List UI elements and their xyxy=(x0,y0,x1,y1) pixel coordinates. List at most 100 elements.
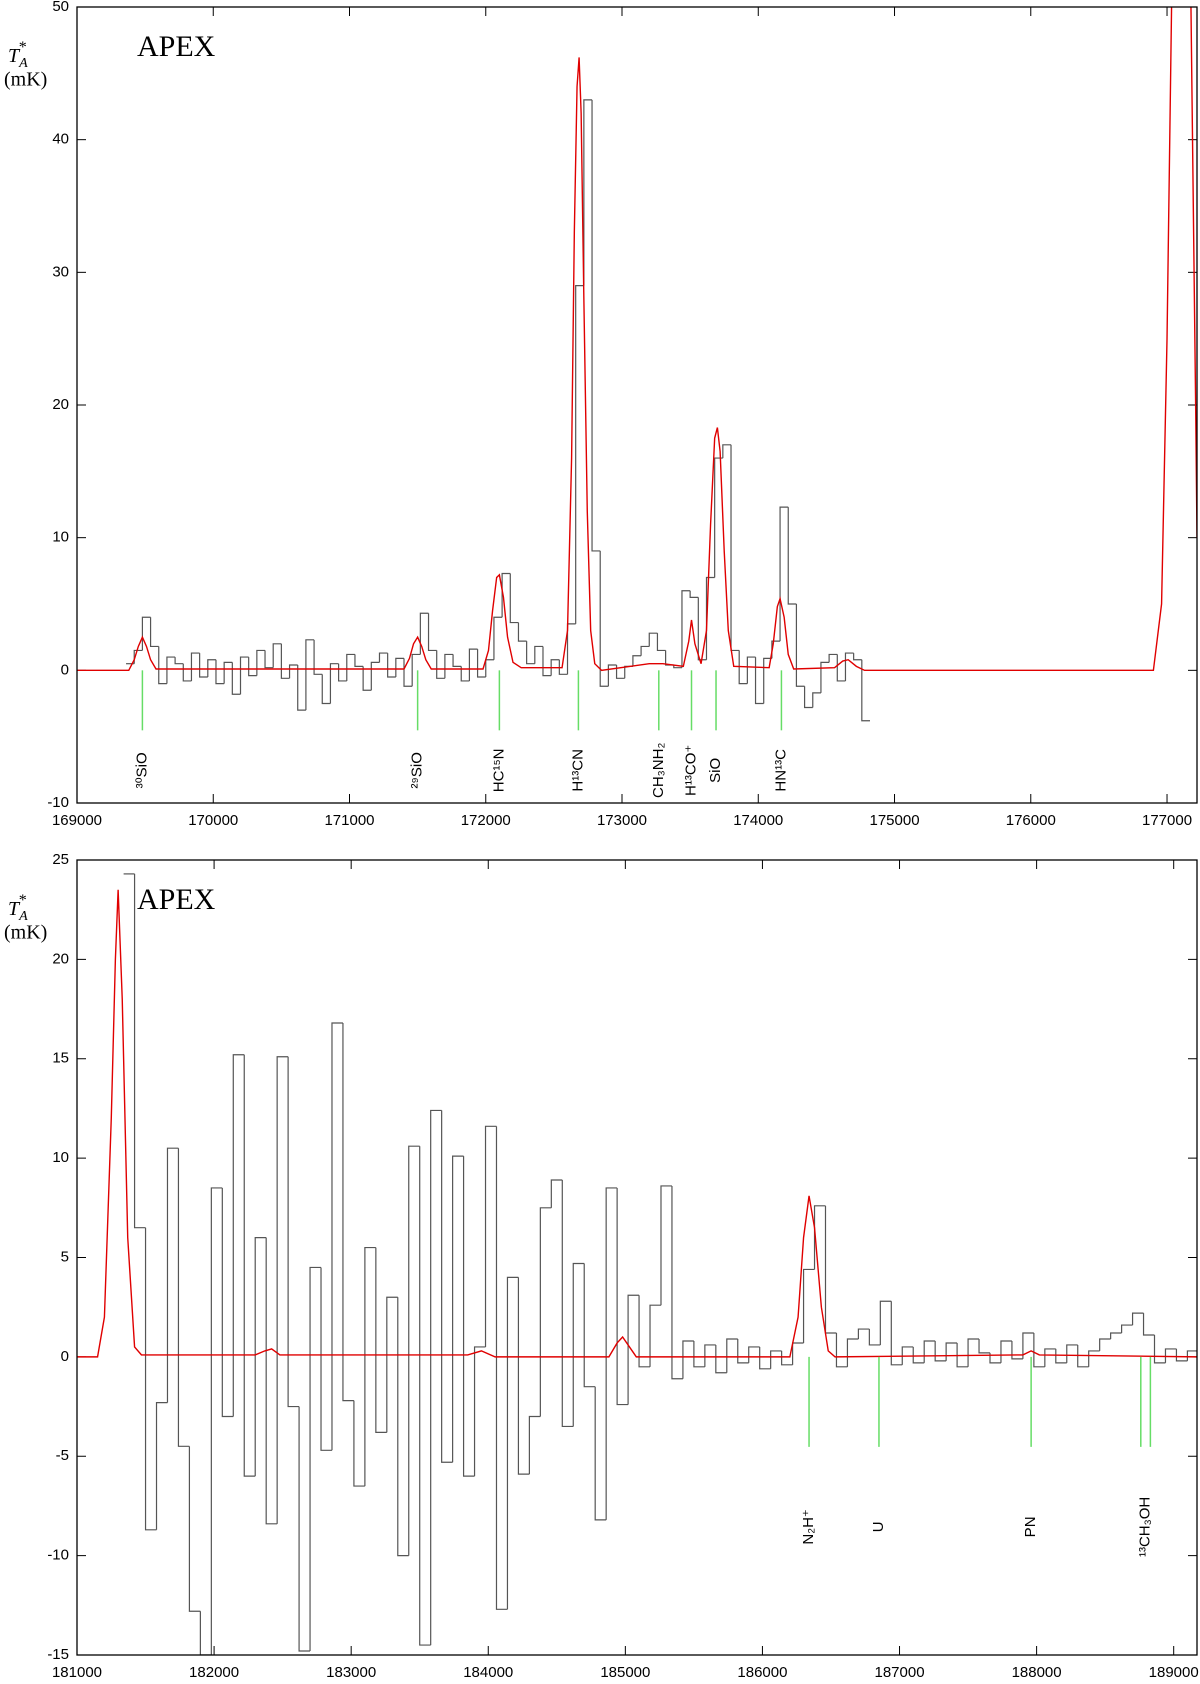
x-tick-label: 170000 xyxy=(188,812,238,829)
observed-bin xyxy=(820,661,830,693)
observed-bin xyxy=(485,659,494,677)
observed-bin xyxy=(615,665,625,679)
observed-bin xyxy=(689,590,699,598)
observed-bin xyxy=(353,1400,365,1487)
panel: -15 -10 -5 0 5 10 15 20 25 181000 182000 183000 1840… xyxy=(4,851,1199,1681)
observed-bin xyxy=(387,653,396,678)
observed-bin xyxy=(158,646,167,685)
observed-bin xyxy=(239,656,249,695)
observed-bin xyxy=(813,1205,826,1270)
observed-bin xyxy=(338,663,347,682)
observed-bin xyxy=(812,692,821,708)
y-tick-label: 25 xyxy=(52,851,69,868)
observed-bin xyxy=(846,1338,859,1367)
observed-bin xyxy=(354,654,364,667)
observed-bin xyxy=(427,613,437,652)
observed-bin xyxy=(182,663,192,682)
observed-bin xyxy=(386,1296,398,1433)
observed-bin xyxy=(166,656,176,684)
observed-bin xyxy=(978,1338,990,1354)
observed-bin xyxy=(517,622,527,642)
observed-bin xyxy=(616,1187,629,1406)
observed-bin xyxy=(1175,1348,1188,1362)
observed-bin xyxy=(890,1301,903,1366)
y-tick-label: 20 xyxy=(52,950,69,967)
plot-area xyxy=(77,7,1197,722)
observed-bin xyxy=(364,1246,376,1487)
observed-bin xyxy=(934,1340,947,1362)
observed-bin xyxy=(566,623,576,675)
observed-bin xyxy=(795,604,805,687)
observed-bin xyxy=(419,612,429,655)
y-tick-label: -10 xyxy=(47,794,69,811)
observed-bin xyxy=(835,1333,848,1368)
observed-bin xyxy=(473,1346,486,1477)
y-tick-label: 10 xyxy=(52,529,69,546)
observed-bin xyxy=(149,617,159,648)
x-tick-label: 182000 xyxy=(189,1664,239,1681)
x-tick-label: 187000 xyxy=(874,1664,924,1681)
observed-bin xyxy=(395,657,405,677)
observed-bin xyxy=(1142,1313,1155,1336)
observed-bin xyxy=(738,650,748,685)
x-tick-label: 184000 xyxy=(463,1664,513,1681)
y-tick-label: 0 xyxy=(61,661,69,678)
line-label: PN xyxy=(1022,1516,1039,1537)
observed-bin xyxy=(868,1329,881,1346)
observed-bin xyxy=(305,639,315,711)
observed-bin xyxy=(1121,1324,1133,1334)
observed-bin xyxy=(583,99,593,286)
x-tick-label: 173000 xyxy=(597,812,647,829)
observed-bin xyxy=(476,649,486,678)
x-tick-label: 183000 xyxy=(326,1664,376,1681)
observed-bin xyxy=(320,1267,332,1451)
x-tick-label: 188000 xyxy=(1012,1664,1062,1681)
y-tick-label: 10 xyxy=(52,1149,69,1166)
observed-bin xyxy=(673,665,682,669)
observed-bin xyxy=(419,1146,431,1646)
observed-bin xyxy=(411,653,421,687)
observed-bin xyxy=(288,664,298,679)
observed-bin xyxy=(715,1344,727,1374)
observed-bin xyxy=(550,659,560,676)
line-label: N₂H⁺ xyxy=(800,1509,817,1544)
y-tick-label: 5 xyxy=(61,1248,69,1265)
observed-bin xyxy=(526,641,535,665)
observed-bin xyxy=(754,657,764,705)
y-tick-label: 20 xyxy=(52,396,69,413)
observed-bin xyxy=(210,1187,223,1655)
observed-bin xyxy=(141,616,151,651)
observed-bin xyxy=(923,1340,936,1363)
observed-bin xyxy=(248,657,257,677)
observed-bin xyxy=(844,652,854,681)
y-label-symbol: T xyxy=(8,898,21,920)
observed-bin xyxy=(462,1156,475,1477)
observed-bin xyxy=(1131,1312,1144,1326)
observed-bin xyxy=(408,1145,420,1556)
observed-bin xyxy=(945,1342,958,1361)
observed-bin xyxy=(362,666,372,691)
observed-bin xyxy=(649,1304,661,1367)
observed-bin xyxy=(824,1205,837,1334)
y-tick-label: 30 xyxy=(52,263,69,280)
observed-bin xyxy=(231,662,241,695)
observed-bin xyxy=(342,1022,354,1402)
x-tick-label: 171000 xyxy=(324,812,374,829)
observed-bin xyxy=(901,1346,914,1365)
observed-bin xyxy=(534,645,543,664)
observed-bin xyxy=(501,572,511,618)
x-tick-label: 174000 xyxy=(733,812,783,829)
observed-bin xyxy=(287,1056,300,1408)
observed-bin xyxy=(272,643,282,668)
observed-bin xyxy=(280,643,290,679)
observed-bin xyxy=(648,632,658,647)
observed-bin xyxy=(199,1611,212,1655)
observed-bin xyxy=(853,653,862,661)
observed-bin xyxy=(1055,1348,1067,1364)
observed-bin xyxy=(1110,1332,1122,1339)
x-tick-label: 189000 xyxy=(1149,1664,1199,1681)
observed-bin xyxy=(1164,1348,1177,1363)
observed-bin xyxy=(591,99,601,552)
observed-bin xyxy=(313,639,323,675)
